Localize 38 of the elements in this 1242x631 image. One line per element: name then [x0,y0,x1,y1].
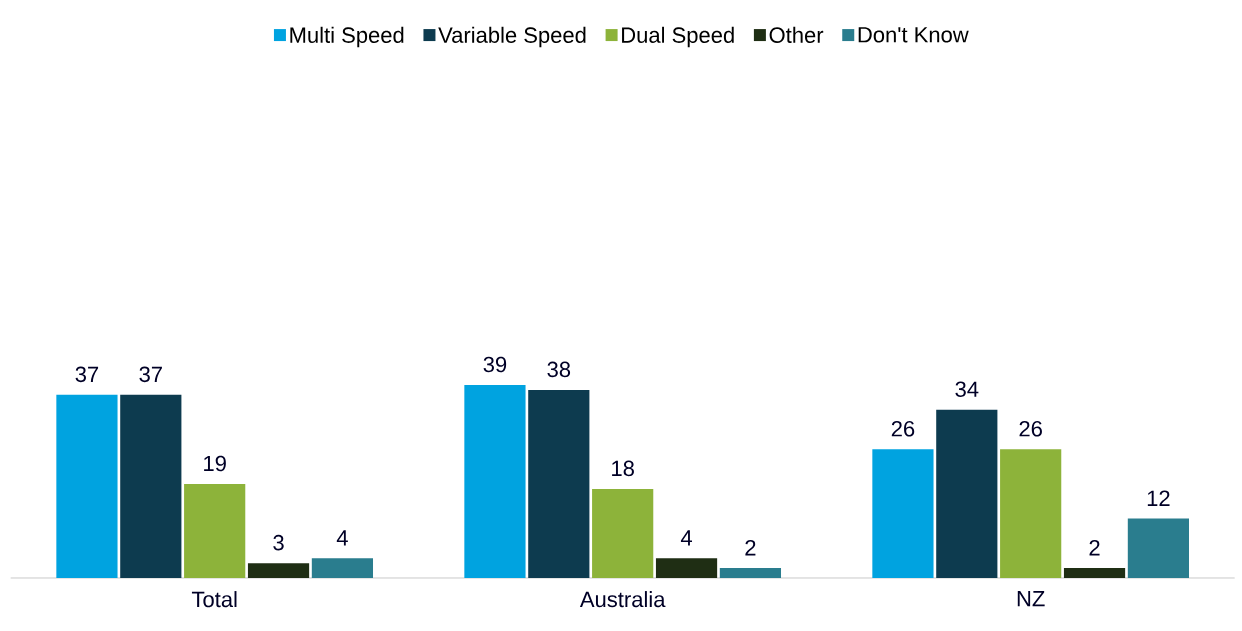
bar [184,483,246,578]
legend-label: Dual Speed [622,26,734,48]
bar [655,558,718,578]
data-label: 39 [483,356,507,373]
bar [936,409,998,578]
bar [311,558,374,578]
legend-label: Don't Know [858,27,969,43]
bar [1063,568,1126,578]
data-label: 38 [547,361,571,378]
bar [528,389,590,578]
bar [1127,518,1189,578]
data-label: 3 [273,534,284,551]
data-label: 4 [336,530,348,546]
data-label: 37 [75,366,99,383]
legend-label: Other [769,26,824,43]
data-label: 2 [1089,540,1100,556]
bar [247,563,310,578]
data-label: 26 [891,421,915,437]
legend-label: Multi Speed [290,26,404,48]
bar [120,394,182,578]
bar [464,384,526,578]
x-tick-label: Australia [579,591,666,608]
bar [719,568,782,578]
bar [56,394,118,578]
legend-label: Variable Speed [438,26,586,48]
data-label: 19 [204,455,226,472]
data-label: 34 [955,381,979,397]
data-label: 18 [612,460,634,477]
data-label: 2 [745,540,756,556]
bar [872,449,934,578]
bar [1000,449,1062,578]
data-label: 37 [139,366,162,383]
x-tick-label: NZ [1017,591,1045,607]
x-tick-label: Total [191,591,237,608]
bar [592,488,654,578]
data-label: 26 [1019,421,1042,437]
data-label: 12 [1147,490,1170,506]
data-label: 4 [680,530,693,546]
